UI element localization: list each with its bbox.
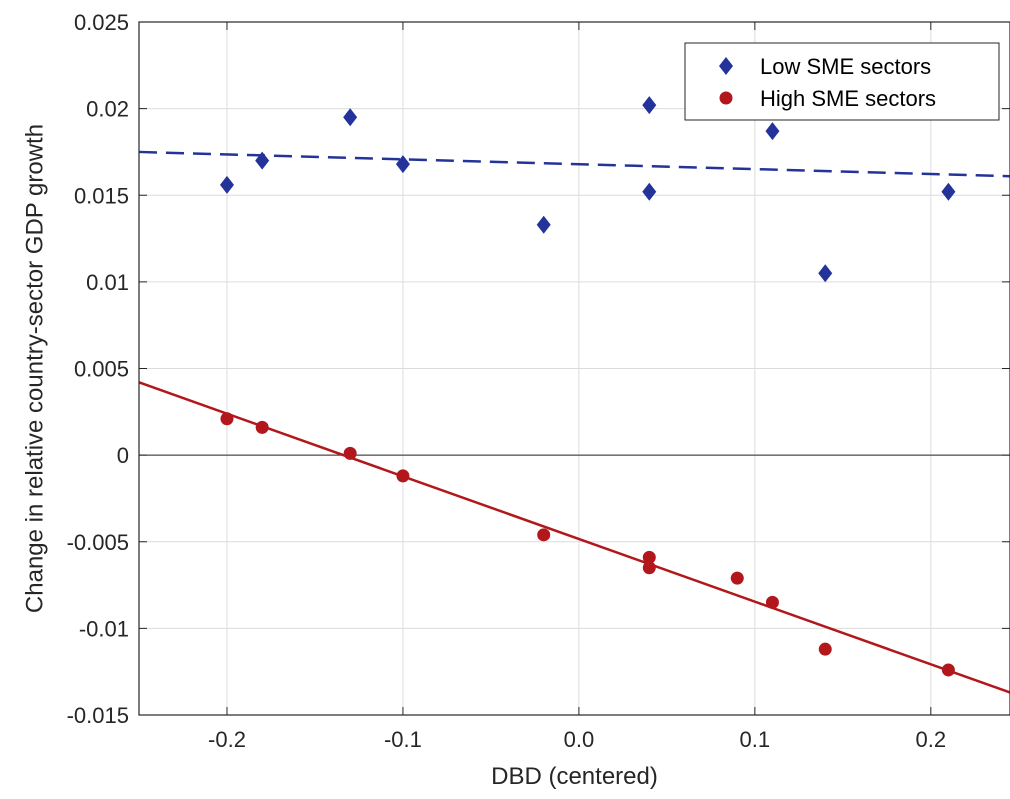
y-axis-title: Change in relative country-sector GDP gr… [21,124,48,613]
legend-label-low-sme: Low SME sectors [760,54,931,79]
y-tick-label: 0.01 [86,270,129,295]
low-sme-point [765,122,780,141]
high-sme-point [730,571,744,585]
low-sme-point [642,182,657,201]
x-tick-label: 0.0 [564,727,595,752]
legend-box [684,42,1000,121]
legend: Low SME sectors High SME sectors [684,42,1000,121]
legend-label-high-sme: High SME sectors [760,86,936,111]
high-sme-point [818,642,832,656]
high-sme-point [941,663,955,677]
low-sme-point [642,96,657,115]
data-points [219,96,956,677]
high-sme-point [255,420,269,434]
low-sme-point [255,151,270,170]
legend-symbol-low-sme [719,57,733,75]
y-axis-ticks: -0.015 -0.01 -0.005 0 0.005 0.01 0.015 0.02 0.02… [67,10,1010,728]
high-sme-point [642,561,656,575]
low-sme-point [536,215,551,234]
x-tick-label: -0.1 [384,727,422,752]
legend-diamond-marker [719,57,733,75]
y-tick-label: 0.02 [86,97,129,122]
x-axis-title: DBD (centered) [491,763,658,790]
y-tick-label: -0.005 [67,530,129,555]
fit-lines [138,150,1010,694]
y-tick-label: 0.015 [74,183,129,208]
x-tick-label: 0.1 [740,727,771,752]
y-tick-label: -0.015 [67,703,129,728]
y-tick-label: 0.025 [74,10,129,35]
high-sme-fit-line [138,381,1010,694]
high-sme-point [396,469,410,483]
high-sme-point [343,446,357,460]
low-sme-point [395,155,410,174]
high-sme-point [220,412,234,426]
low-sme-fit-line [138,150,1010,178]
low-sme-point [941,182,956,201]
legend-symbol-high-sme [719,91,733,105]
legend-circle-marker [719,91,733,105]
low-sme-point [343,108,358,127]
high-sme-point [642,550,656,564]
x-axis-ticks: -0.2 -0.1 0.0 0.1 0.2 [208,22,946,752]
x-tick-label: 0.2 [916,727,947,752]
y-tick-label: 0 [117,443,129,468]
x-tick-label: -0.2 [208,727,246,752]
low-sme-point [219,175,234,194]
y-tick-label: -0.01 [79,616,129,641]
high-sme-point [537,528,551,542]
high-sme-point [765,595,779,609]
low-sme-point [818,264,833,283]
y-tick-label: 0.005 [74,357,129,382]
